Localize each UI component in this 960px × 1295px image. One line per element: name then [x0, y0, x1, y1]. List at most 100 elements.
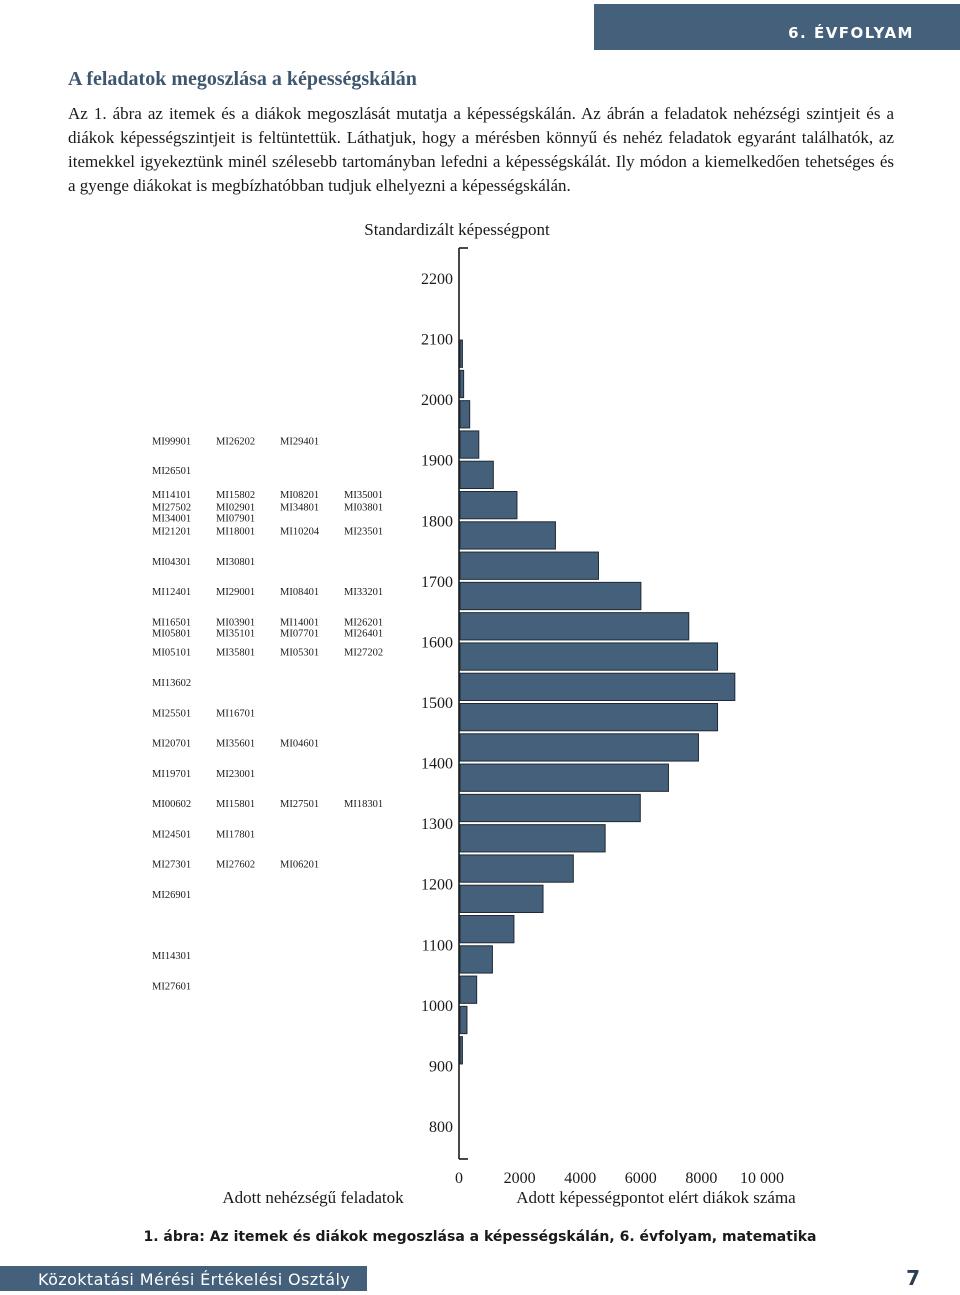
- y-tick-label: 2100: [421, 332, 453, 349]
- y-tick-label: 900: [429, 1058, 453, 1075]
- student-count-bar: [459, 1036, 463, 1065]
- student-count-bar: [459, 975, 478, 1004]
- item-label: MI05301: [280, 648, 319, 659]
- item-label: MI21201: [152, 527, 191, 538]
- item-label: MI25501: [152, 708, 191, 719]
- item-label: MI03801: [344, 502, 383, 513]
- y-tick-label: 1700: [421, 574, 453, 591]
- chart-title: Standardizált képességpont: [364, 220, 550, 239]
- footer-organization: Közoktatási Mérési Értékelési Osztály: [0, 1266, 367, 1291]
- item-label: MI08201: [280, 490, 319, 501]
- item-label: MI29001: [216, 587, 255, 598]
- x-tick-label: 10 000: [740, 1170, 784, 1187]
- student-count-bar: [459, 460, 494, 490]
- item-label: MI07901: [216, 513, 255, 524]
- grade-badge: 6. ÉVFOLYAM: [594, 4, 960, 50]
- item-label: MI13602: [152, 678, 191, 689]
- item-label: MI08401: [280, 587, 319, 598]
- item-label: MI17801: [216, 829, 255, 840]
- student-count-bar: [459, 703, 719, 732]
- student-count-bar: [459, 884, 544, 914]
- item-label: MI27202: [344, 648, 383, 659]
- item-label: MI12401: [152, 587, 191, 598]
- y-tick-label: 1100: [422, 937, 453, 954]
- student-count-bar: [459, 369, 465, 399]
- item-label: MI26201: [344, 617, 383, 628]
- student-count-bar: [459, 430, 480, 459]
- figure-caption: 1. ábra: Az itemek és diákok megoszlása …: [143, 1229, 817, 1245]
- x-tick-label: 0: [455, 1170, 463, 1187]
- item-label: MI20701: [152, 739, 191, 750]
- axes: [458, 247, 468, 1160]
- y-tick-label: 1300: [421, 816, 453, 833]
- item-label: MI23501: [344, 527, 383, 538]
- item-label: MI24501: [152, 829, 191, 840]
- y-tick-label: 1400: [421, 756, 453, 773]
- item-label: MI35801: [216, 648, 255, 659]
- item-label: MI19701: [152, 769, 191, 780]
- item-label: MI26901: [152, 890, 191, 901]
- intro-paragraph: Az 1. ábra az itemek és a diákok megoszl…: [68, 104, 894, 195]
- x-tick-label: 2000: [504, 1170, 536, 1187]
- item-label: MI15801: [216, 799, 255, 810]
- item-label: MI35001: [344, 490, 383, 501]
- student-bars: [459, 339, 736, 1065]
- y-tick-label: 1900: [421, 453, 453, 470]
- student-count-bar: [459, 672, 736, 702]
- item-label: MI18301: [344, 799, 383, 810]
- item-label: MI27501: [280, 799, 319, 810]
- item-label: MI27602: [216, 860, 255, 871]
- left-axis-title: Adott nehézségű feladatok: [222, 1188, 404, 1207]
- item-label: MI00602: [152, 799, 191, 810]
- item-label: MI16501: [152, 617, 191, 628]
- item-label: MI27601: [152, 981, 191, 992]
- item-label: MI10204: [280, 527, 320, 538]
- student-count-bar: [459, 824, 606, 853]
- item-label: MI99901: [152, 436, 191, 447]
- student-count-bar: [459, 400, 471, 429]
- item-label: MI07701: [280, 628, 319, 639]
- item-label: MI34001: [152, 513, 191, 524]
- item-label: MI18001: [216, 527, 255, 538]
- x-tick-label: 4000: [564, 1170, 596, 1187]
- student-count-bar: [459, 733, 699, 762]
- x-axis-title: Adott képességpontot elért diákok száma: [516, 1188, 796, 1207]
- item-label: MI26202: [216, 436, 255, 447]
- item-label: MI27301: [152, 860, 191, 871]
- item-label: MI16701: [216, 708, 255, 719]
- y-tick-label: 800: [429, 1119, 453, 1136]
- item-label: MI26501: [152, 466, 191, 477]
- item-label: MI29401: [280, 436, 319, 447]
- item-labels: MI99901 MI26202 MI29401 MI26501 MI14101 MI158…: [152, 436, 383, 992]
- x-axis-ticks: 0 2000 4000 6000 8000 10 000: [455, 1170, 784, 1187]
- item-label: MI06201: [280, 860, 319, 871]
- item-label: MI14101: [152, 490, 191, 501]
- student-count-bar: [459, 854, 574, 883]
- student-count-bar: [459, 491, 518, 520]
- x-tick-label: 8000: [685, 1170, 717, 1187]
- item-label: MI14001: [280, 617, 319, 628]
- item-label: MI04601: [280, 739, 319, 750]
- student-count-bar: [459, 521, 556, 550]
- item-person-distribution-chart: Standardizált képességpont 2200 2100 2000 1…: [152, 220, 796, 1207]
- item-label: MI34801: [280, 502, 319, 513]
- item-label: MI27502: [152, 502, 191, 513]
- item-label: MI30801: [216, 557, 255, 568]
- item-label: MI04301: [152, 557, 191, 568]
- item-label: MI03901: [216, 617, 255, 628]
- student-count-bar: [459, 581, 642, 611]
- item-label: MI05801: [152, 628, 191, 639]
- item-label: MI15802: [216, 490, 255, 501]
- item-label: MI23001: [216, 769, 255, 780]
- student-count-bar: [459, 339, 463, 368]
- item-label: MI05101: [152, 648, 191, 659]
- student-count-bar: [459, 642, 719, 671]
- y-tick-label: 1200: [421, 877, 453, 894]
- y-axis-ticks: 2200 2100 2000 1900 1800 1700 1600 1500 1400 1300…: [421, 271, 453, 1136]
- item-label: MI26401: [344, 628, 383, 639]
- student-count-bar: [459, 915, 515, 944]
- y-tick-label: 1000: [421, 998, 453, 1015]
- item-label: MI14301: [152, 951, 191, 962]
- x-tick-label: 6000: [625, 1170, 657, 1187]
- student-count-bar: [459, 612, 690, 641]
